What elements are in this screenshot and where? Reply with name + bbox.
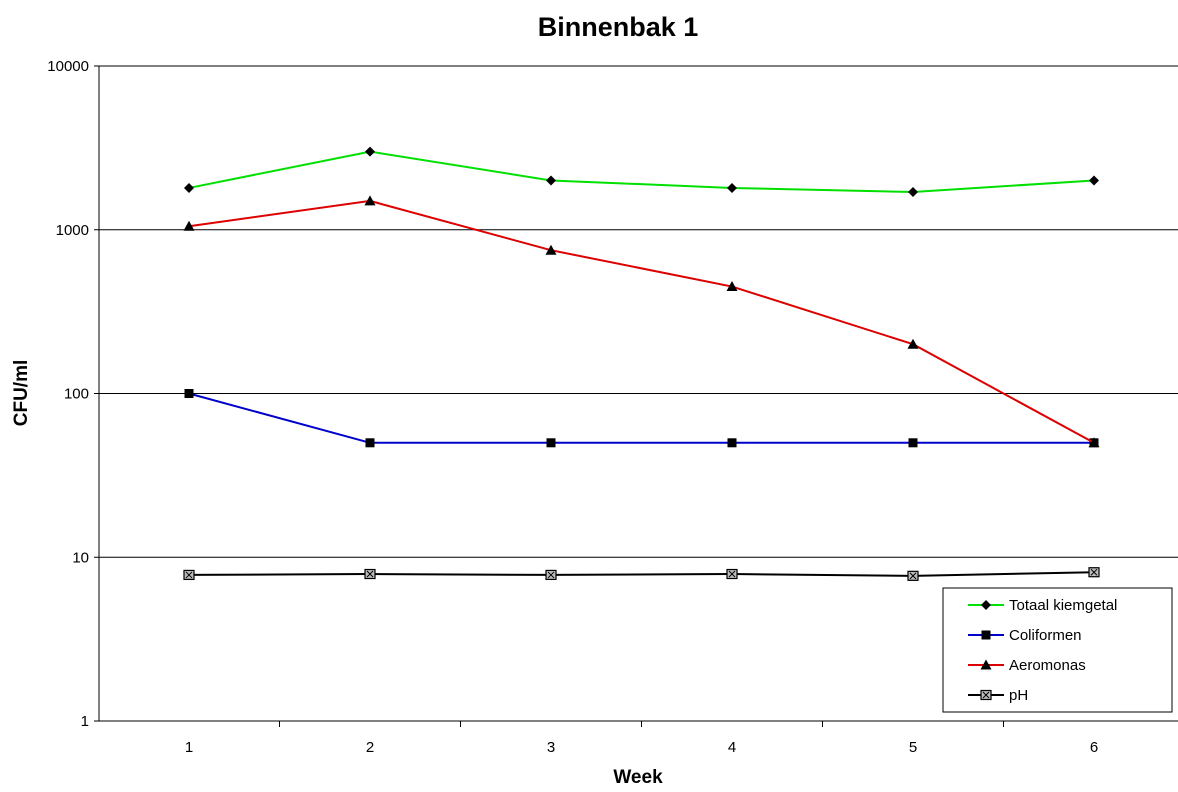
x-tick-label: 2 <box>366 739 374 756</box>
chart-title: Binnenbak 1 <box>538 12 699 42</box>
y-tick-label: 1000 <box>56 222 89 239</box>
y-axis-label: CFU/ml <box>11 360 32 427</box>
legend-box <box>942 587 1173 713</box>
series-line-coliformen <box>188 392 1094 444</box>
legend-marker <box>981 600 991 610</box>
legend: Totaal kiemgetal Coliformen Aeromonas pH <box>942 587 1173 713</box>
y-tick-label: 1 <box>81 713 89 730</box>
series-aeromonas <box>183 195 1100 448</box>
data-point-totaal-kiemgetal <box>184 182 194 193</box>
x-ticks: 1 2 3 4 5 6 <box>185 721 1098 756</box>
legend-marker <box>981 630 991 640</box>
series-ph <box>183 567 1100 581</box>
data-point-aeromonas <box>907 338 919 349</box>
y-ticks: 1 10 100 1000 10000 <box>47 58 99 730</box>
data-point-ph <box>183 569 195 581</box>
data-point-aeromonas <box>545 244 557 255</box>
data-point-coliformen <box>184 389 194 398</box>
grid <box>99 65 1178 558</box>
series-line-totaal-kiemgetal <box>188 150 1095 194</box>
x-axis-label: Week <box>613 767 663 788</box>
data-point-totaal-kiemgetal <box>546 175 556 186</box>
x-tick-label: 3 <box>547 739 555 756</box>
data-point-coliformen <box>727 438 737 448</box>
data-point-ph <box>545 569 557 581</box>
x-tick-label: 1 <box>185 739 193 756</box>
legend-item-aeromonas: Aeromonas <box>968 657 1086 674</box>
data-point-totaal-kiemgetal <box>908 187 918 198</box>
legend-item-ph: pH <box>968 687 1028 704</box>
data-point-ph <box>364 568 376 580</box>
data-point-totaal-kiemgetal <box>727 182 737 193</box>
series-totaal-kiemgetal <box>184 146 1099 198</box>
series-coliformen <box>184 389 1099 448</box>
y-tick-label: 10000 <box>47 58 89 75</box>
data-point-coliformen <box>908 438 918 448</box>
data-point-totaal-kiemgetal <box>1089 175 1099 186</box>
y-tick-label: 100 <box>64 386 89 403</box>
series-line-aeromonas <box>188 199 1095 444</box>
legend-marker <box>980 659 992 670</box>
data-point-ph <box>726 568 738 580</box>
data-point-ph <box>1088 567 1100 578</box>
series-line-ph <box>188 571 1095 577</box>
data-point-aeromonas <box>726 281 738 292</box>
data-point-aeromonas <box>183 220 195 231</box>
legend-marker <box>980 689 992 701</box>
data-point-aeromonas <box>1088 437 1100 448</box>
legend-label: Totaal kiemgetal <box>1009 597 1117 614</box>
x-tick-label: 6 <box>1090 739 1098 756</box>
data-point-aeromonas <box>364 195 376 206</box>
data-point-coliformen <box>546 438 556 448</box>
legend-label: Coliformen <box>1009 627 1082 644</box>
legend-item-totaal-kiemgetal: Totaal kiemgetal <box>968 597 1117 614</box>
data-point-ph <box>907 570 919 581</box>
legend-item-coliformen: Coliformen <box>968 627 1082 644</box>
series-layer <box>183 146 1100 581</box>
data-point-totaal-kiemgetal <box>365 146 375 157</box>
x-tick-label: 5 <box>909 739 917 756</box>
legend-label: Aeromonas <box>1009 657 1086 674</box>
data-point-coliformen <box>365 438 375 448</box>
y-tick-label: 10 <box>72 549 89 566</box>
x-tick-label: 4 <box>728 739 736 756</box>
legend-label: pH <box>1009 687 1028 704</box>
